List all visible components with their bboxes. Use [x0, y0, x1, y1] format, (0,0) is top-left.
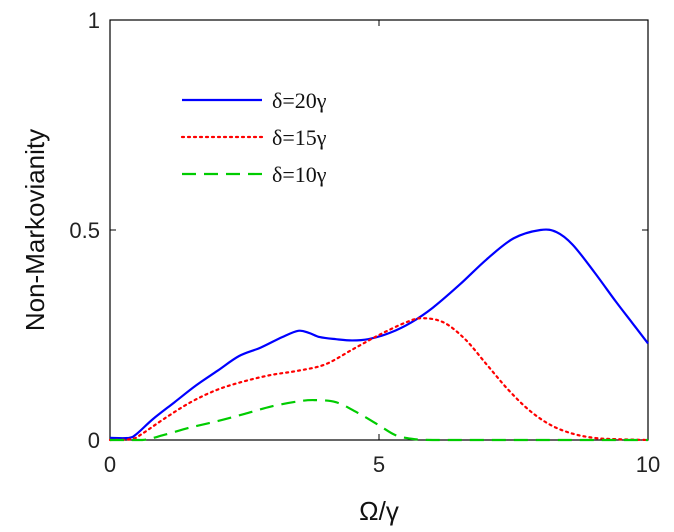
legend-label-1: δ=15γ — [272, 125, 327, 150]
x-tick-label: 5 — [373, 452, 385, 477]
y-tick-label: 1 — [88, 8, 100, 33]
series-lines — [108, 228, 650, 442]
x-tick-label: 10 — [636, 452, 660, 477]
series-line-0 — [109, 228, 649, 440]
y-tick-label: 0.5 — [69, 218, 100, 243]
y-tick-label: 0 — [88, 428, 100, 453]
y-axis-label: Non-Markovianity — [20, 129, 50, 331]
x-axis-label: Ω/γ — [359, 496, 399, 526]
legend: δ=20γ δ=15γ δ=10γ — [180, 88, 327, 187]
x-tick-label: 0 — [104, 452, 116, 477]
plot-frame — [109, 19, 649, 441]
series-line-2 — [110, 398, 648, 442]
legend-label-0: δ=20γ — [272, 88, 327, 113]
ticks — [109, 19, 649, 441]
legend-label-2: δ=10γ — [272, 162, 327, 187]
tick-labels: 0 5 10 0 0.5 1 — [69, 8, 660, 477]
series-line-1 — [108, 317, 650, 442]
